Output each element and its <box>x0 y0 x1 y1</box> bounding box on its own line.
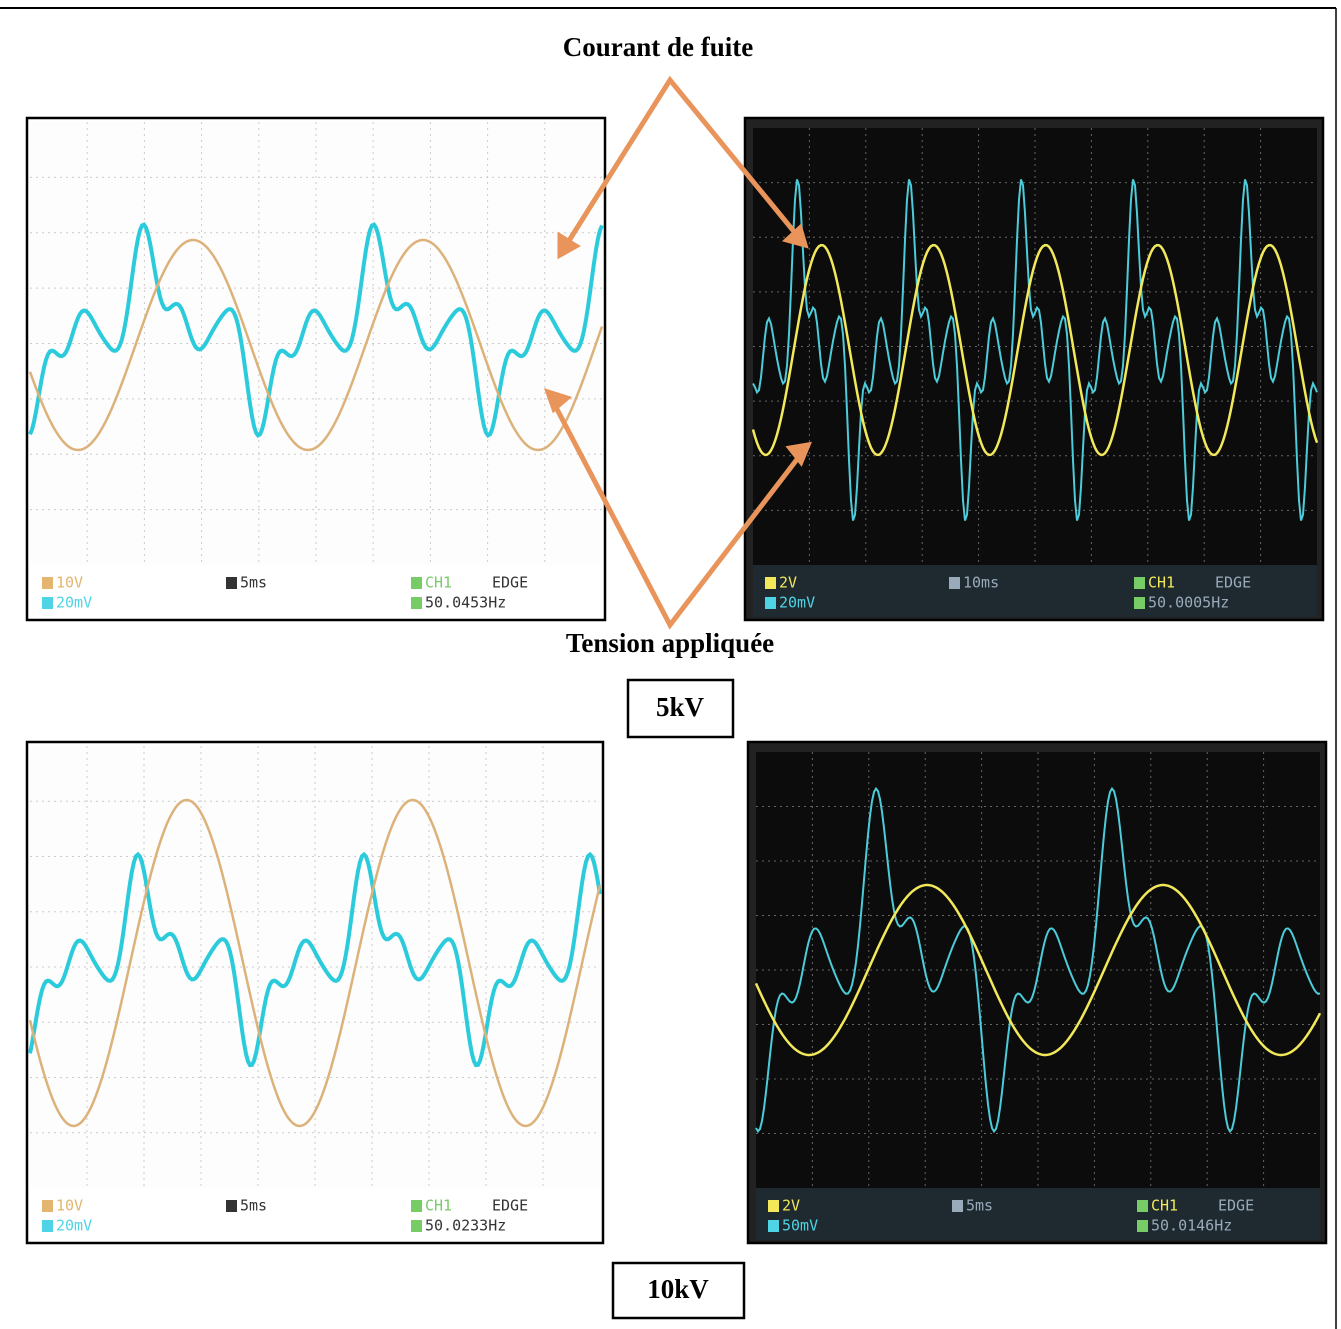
status-timebase: 5ms <box>240 1197 267 1215</box>
leakage-current-label: Courant de fuite <box>563 32 754 62</box>
channel-icon <box>42 1200 53 1212</box>
status-ch1-scale: 10V <box>56 1197 83 1215</box>
status-trigger-source: CH1 <box>1148 574 1175 592</box>
status-timebase: 5ms <box>966 1197 993 1215</box>
status-trigger-source: CH1 <box>425 574 452 592</box>
status-ch1-scale: 2V <box>782 1197 800 1215</box>
channel-icon <box>42 597 53 609</box>
status-trigger-mode: EDGE <box>1215 574 1251 592</box>
channel-icon <box>1134 597 1145 609</box>
figure: 10V 20mV 5ms CH1 EDGE 50.0453Hz 2V 20mV 10ms CH1 E… <box>0 0 1341 1329</box>
applied-voltage-label: Tension appliquée <box>566 628 774 658</box>
status-trigger-mode: EDGE <box>492 574 528 592</box>
channel-icon <box>411 577 422 589</box>
status-trigger-source: CH1 <box>1151 1197 1178 1215</box>
oscilloscope: 10V 20mV 5ms CH1 EDGE 50.0233Hz <box>27 742 603 1243</box>
oscilloscope: 2V 50mV 5ms CH1 EDGE 50.0146Hz <box>748 742 1326 1243</box>
channel-icon <box>42 1220 53 1232</box>
status-ch2-scale: 50mV <box>782 1217 818 1235</box>
channel-icon <box>42 577 53 589</box>
status-frequency: 50.0453Hz <box>425 594 506 612</box>
channel-icon <box>411 597 422 609</box>
channel-icon <box>1137 1220 1148 1232</box>
channel-icon <box>1134 577 1145 589</box>
channel-icon <box>226 577 237 589</box>
status-trigger-source: CH1 <box>425 1197 452 1215</box>
oscilloscope: 10V 20mV 5ms CH1 EDGE 50.0453Hz <box>27 118 605 620</box>
group-label: 5kV <box>656 692 705 722</box>
status-frequency: 50.0233Hz <box>425 1217 506 1235</box>
status-ch1-scale: 10V <box>56 574 83 592</box>
oscilloscope: 2V 20mV 10ms CH1 EDGE 50.0005Hz <box>745 118 1323 620</box>
status-ch2-scale: 20mV <box>56 1217 92 1235</box>
channel-icon <box>768 1200 779 1212</box>
channel-icon <box>411 1220 422 1232</box>
channel-icon <box>226 1200 237 1212</box>
channel-icon <box>765 597 776 609</box>
channel-icon <box>1137 1200 1148 1212</box>
status-timebase: 10ms <box>963 574 999 592</box>
group-label: 10kV <box>647 1274 709 1304</box>
channel-icon <box>765 577 776 589</box>
channel-icon <box>411 1200 422 1212</box>
channel-icon <box>952 1200 963 1212</box>
channel-icon <box>949 577 960 589</box>
status-frequency: 50.0146Hz <box>1151 1217 1232 1235</box>
status-ch2-scale: 20mV <box>779 594 815 612</box>
status-frequency: 50.0005Hz <box>1148 594 1229 612</box>
status-trigger-mode: EDGE <box>492 1197 528 1215</box>
status-timebase: 5ms <box>240 574 267 592</box>
status-trigger-mode: EDGE <box>1218 1197 1254 1215</box>
status-ch2-scale: 20mV <box>56 594 92 612</box>
status-ch1-scale: 2V <box>779 574 797 592</box>
channel-icon <box>768 1220 779 1232</box>
